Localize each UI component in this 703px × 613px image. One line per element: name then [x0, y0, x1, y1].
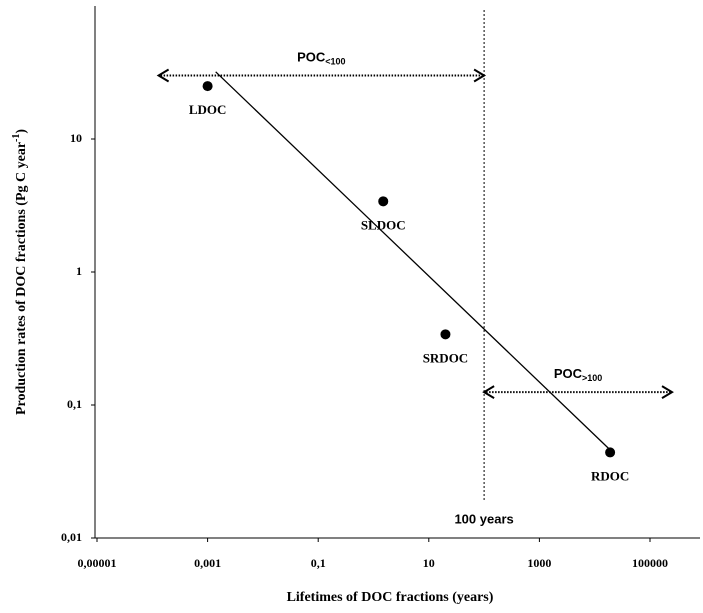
trend-line	[215, 71, 611, 451]
y-tick-label: 0,01	[61, 530, 82, 544]
point-label: RDOC	[591, 468, 629, 483]
x-axis-label: Lifetimes of DOC fractions (years)	[287, 590, 494, 605]
data-point	[202, 81, 213, 92]
y-axis-label-end: )	[14, 129, 29, 134]
annotation-sub: <100	[325, 57, 345, 67]
data-point	[378, 196, 389, 207]
annotation-label: POC>100	[554, 367, 602, 384]
x-tick-label: 0,1	[311, 556, 326, 570]
x-tick-label: 100000	[632, 556, 668, 570]
arrow-head	[482, 385, 495, 399]
data-point	[440, 329, 451, 340]
annotation-text: POC	[297, 50, 326, 65]
annotation-label: POC<100	[297, 50, 345, 67]
y-tick-label: 1	[76, 264, 82, 278]
annotation-text: POC	[554, 367, 583, 382]
reference-label: 100 years	[454, 511, 513, 526]
x-tick-label: 0,00001	[78, 556, 117, 570]
arrow-head	[156, 68, 170, 83]
point-label: LDOC	[189, 102, 227, 117]
arrow-head	[473, 68, 487, 83]
y-axis-label: Production rates of DOC fractions (Pg C …	[11, 129, 29, 415]
y-tick-label: 10	[70, 131, 82, 145]
x-tick-label: 10	[423, 556, 435, 570]
y-axis-label-text: Production rates of DOC fractions (Pg C …	[14, 142, 29, 415]
data-point	[605, 447, 616, 458]
point-label: SRDOC	[423, 350, 469, 365]
x-tick-label: 0,001	[194, 556, 221, 570]
point-label: SLDOC	[361, 217, 406, 232]
y-axis-label-sup: -1	[11, 134, 22, 142]
arrow-head	[661, 385, 674, 399]
annotation-sub: >100	[582, 373, 602, 383]
y-tick-label: 0,1	[67, 397, 82, 411]
x-tick-label: 1000	[527, 556, 551, 570]
